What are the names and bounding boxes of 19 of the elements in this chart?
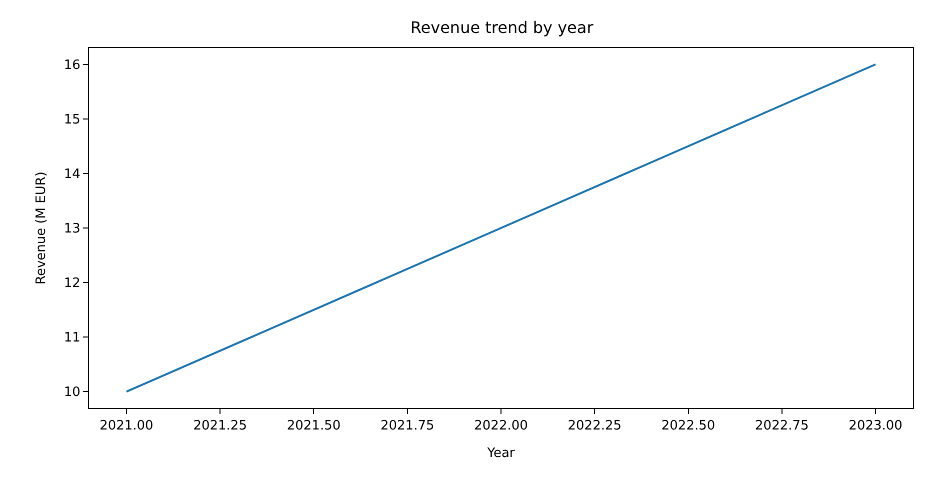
y-axis-title: Revenue (M EUR): [34, 171, 49, 285]
y-tick-label: 10: [64, 385, 80, 400]
y-tick-label: 11: [64, 330, 80, 346]
x-tick-label: 2023.00: [848, 418, 902, 434]
x-tick-label: 2022.25: [568, 418, 622, 434]
y-tick-label: 16: [64, 58, 80, 73]
y-tick-label: 13: [64, 222, 80, 237]
x-tick-label: 2022.75: [755, 418, 809, 434]
x-axis-title: Year: [486, 446, 516, 462]
chart-title: Revenue trend by year: [410, 18, 594, 38]
x-tick-label: 2022.50: [661, 418, 716, 434]
y-tick-label: 12: [64, 276, 80, 292]
x-tick-label: 2021.75: [380, 418, 434, 434]
x-tick-label: 2021.25: [193, 418, 247, 434]
x-tick-label: 2022.00: [474, 418, 528, 434]
x-tick-label: 2021.00: [100, 418, 154, 434]
x-tick-label: 2021.50: [286, 418, 341, 434]
y-tick-label: 14: [64, 167, 80, 182]
y-tick-label: 15: [64, 112, 80, 128]
